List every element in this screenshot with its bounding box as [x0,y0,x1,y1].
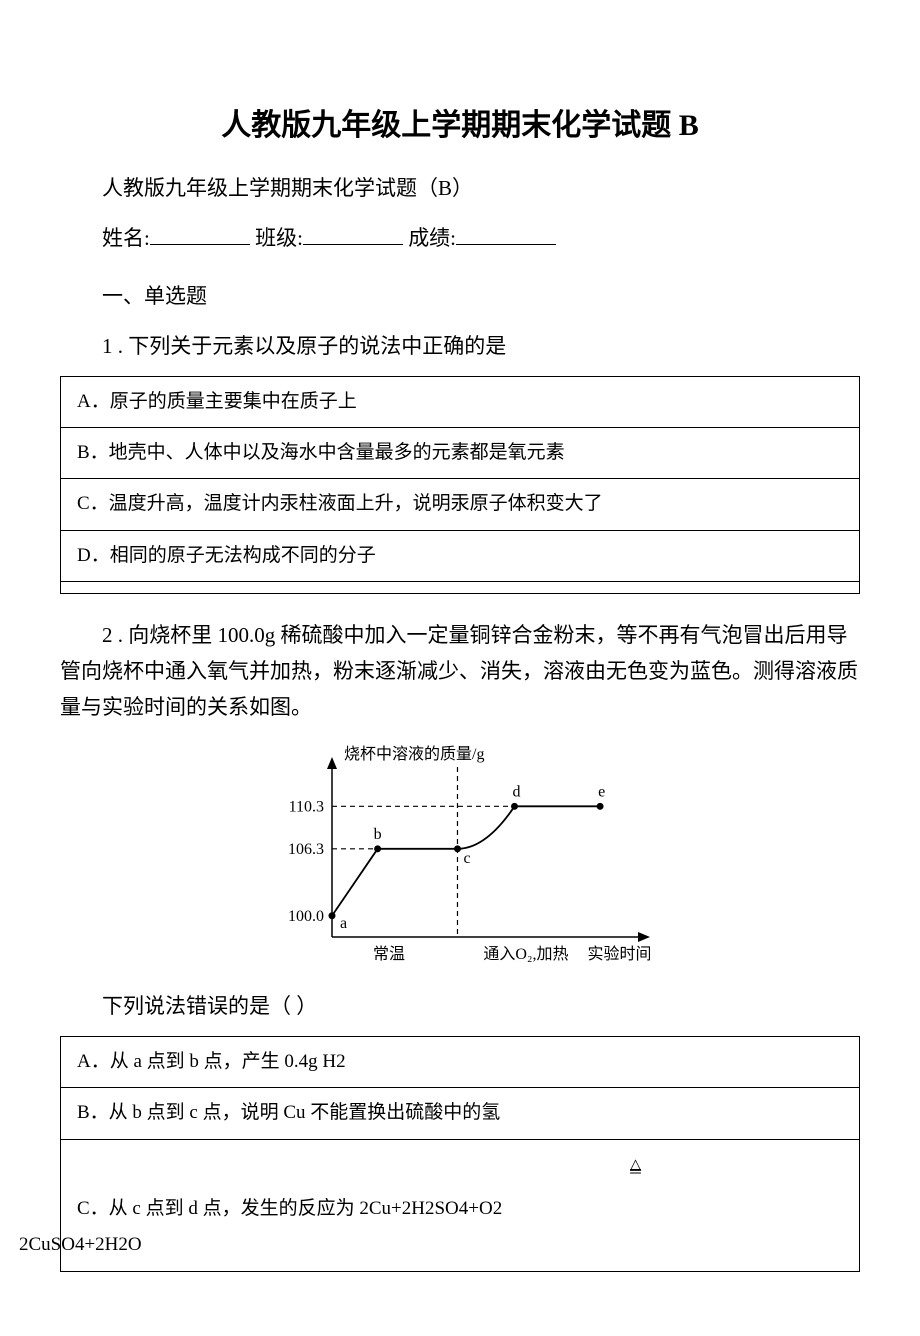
svg-text:常温: 常温 [373,945,405,963]
svg-text:通入O₂,加热: 通入O₂,加热 [483,945,568,963]
name-label: 姓名: [102,226,150,250]
q2-options-table: A．从 a 点到 b 点，产生 0.4g H2 B．从 b 点到 c 点，说明 … [60,1036,860,1272]
q1-option-d: D．相同的原子无法构成不同的分子 [61,530,860,581]
q1-option-c: C．温度升高，温度计内汞柱液面上升，说明汞原子体积变大了 [61,479,860,530]
delta-icon: △＝ [628,1161,643,1178]
q1-options-table: A．原子的质量主要集中在质子上 B．地壳中、人体中以及海水中含量最多的元素都是氧… [60,376,860,595]
svg-text:实验时间: 实验时间 [587,945,650,963]
subtitle: 人教版九年级上学期期末化学试题（B） [60,172,860,202]
svg-text:100.0: 100.0 [288,908,324,925]
q2-option-b: B．从 b 点到 c 点，说明 Cu 不能置换出硫酸中的氢 [61,1088,860,1139]
q2-option-c: △＝ C．从 c 点到 d 点，发生的反应为 2Cu+2H2SO4+O2 2Cu… [61,1139,860,1271]
q2-chart: 烧杯中溶液的质量/g 100.0 106.3 110.3 a b c d e 常温 通入O₂,加热 实… [270,739,650,972]
q1-option-a: A．原子的质量主要集中在质子上 [61,376,860,427]
q2-stem: 2 . 向烧杯里 100.0g 稀硫酸中加入一定量铜锌合金粉末，等不再有气泡冒出… [60,618,860,725]
form-line: 姓名: 班级: 成绩: [60,222,860,252]
q2-stem-text: 2 . 向烧杯里 100.0g 稀硫酸中加入一定量铜锌合金粉末，等不再有气泡冒出… [60,623,858,718]
section-heading: 一、单选题 [60,280,860,310]
q2-chart-wrap: 烧杯中溶液的质量/g 100.0 106.3 110.3 a b c d e 常温 通入O₂,加热 实… [60,739,860,972]
score-blank[interactable] [456,222,556,245]
q1-option-b: B．地壳中、人体中以及海水中含量最多的元素都是氧元素 [61,428,860,479]
svg-text:a: a [340,915,347,932]
name-blank[interactable] [150,222,250,245]
q2-option-c-post: 2CuSO4+2H2O [19,1234,142,1255]
class-blank[interactable] [303,222,403,245]
q2-option-c-pre: C．从 c 点到 d 点，发生的反应为 2Cu+2H2SO4+O2 [77,1198,502,1219]
svg-text:烧杯中溶液的质量/g: 烧杯中溶液的质量/g [344,745,484,763]
svg-text:106.3: 106.3 [288,841,324,858]
svg-text:b: b [374,826,382,843]
q1-empty-row [61,582,860,594]
q2-option-a: A．从 a 点到 b 点，产生 0.4g H2 [61,1036,860,1087]
q2-after-chart: 下列说法错误的是（ ） [60,990,860,1024]
svg-text:c: c [463,850,470,867]
page-title: 人教版九年级上学期期末化学试题 B [60,100,860,144]
q1-stem: 1 . 下列关于元素以及原子的说法中正确的是 [60,330,860,364]
score-label: 成绩: [408,226,456,250]
svg-text:d: d [513,784,521,801]
svg-text:e: e [598,784,605,801]
svg-text:110.3: 110.3 [289,799,324,816]
class-label: 班级: [255,226,303,250]
